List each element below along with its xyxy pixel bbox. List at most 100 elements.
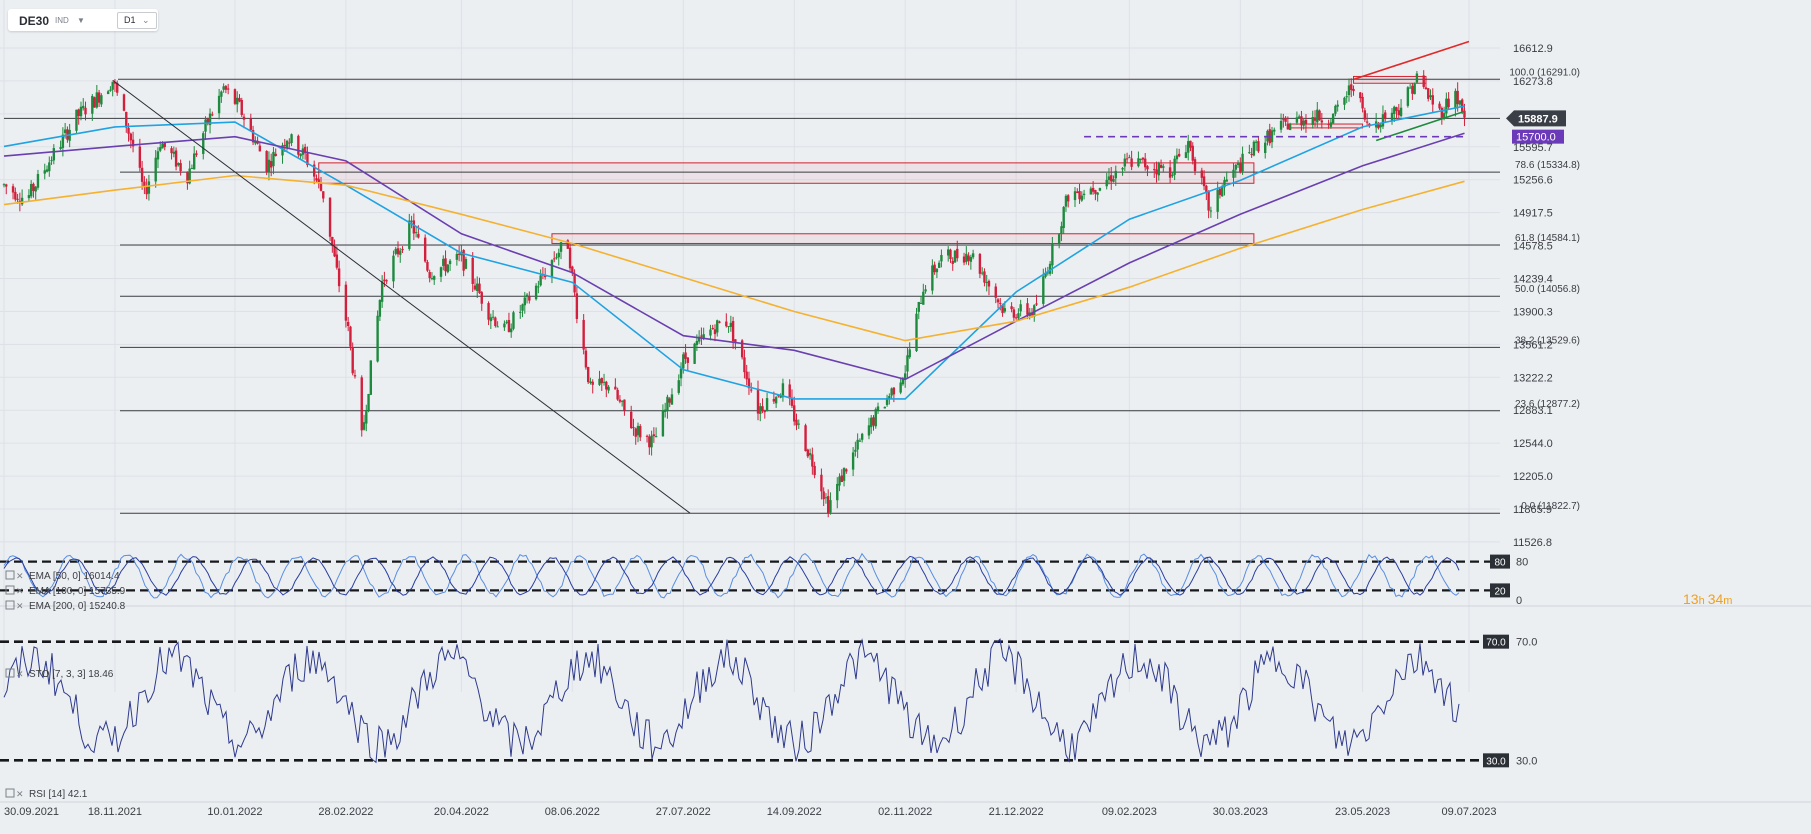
candle-body — [1352, 88, 1355, 92]
candle-body — [718, 321, 721, 323]
legend-label: EMA [100, 0] 15735.9 — [29, 586, 126, 597]
candle-body — [156, 151, 160, 160]
candle-body — [711, 328, 714, 330]
candle-body — [795, 419, 798, 426]
candle-body — [620, 400, 624, 402]
candle-body — [1168, 167, 1172, 178]
ema-line — [3, 105, 1465, 400]
candle-body — [980, 272, 984, 274]
candle-body — [43, 170, 46, 174]
candle-body — [1395, 107, 1398, 111]
date-tick-label: 27.07.2022 — [656, 806, 711, 818]
fib-label: 50.0 (14056.8) — [1515, 284, 1580, 295]
candle-body — [519, 311, 522, 313]
candle-body — [1130, 158, 1133, 167]
candle-body — [872, 417, 875, 426]
candle-body — [478, 283, 481, 294]
candle-body — [663, 409, 667, 413]
candle-body — [940, 254, 943, 262]
current-price-tag — [1506, 110, 1566, 127]
candle-body — [32, 183, 35, 191]
sto-level-label: 20 — [1494, 586, 1506, 597]
candle-body — [79, 106, 83, 117]
candle-body — [686, 357, 690, 363]
candle-body — [1300, 116, 1303, 126]
candle-body — [949, 249, 952, 260]
candle-body — [1343, 97, 1346, 105]
candle-body — [380, 281, 384, 302]
candle-body — [813, 465, 816, 476]
candle-body — [147, 181, 151, 194]
candle-body — [306, 153, 309, 166]
candle-body — [174, 150, 178, 167]
candle-body — [566, 240, 570, 249]
rsi-level-label: 30.0 — [1486, 756, 1506, 767]
candle-body — [951, 260, 954, 264]
fib-label: 78.6 (15334.8) — [1515, 160, 1580, 171]
candle-body — [1017, 313, 1020, 319]
candle-body — [412, 220, 416, 234]
candle-body — [525, 294, 529, 297]
date-tick-label: 09.02.2023 — [1102, 806, 1157, 818]
candle-body — [462, 250, 465, 271]
candle-body — [618, 399, 622, 402]
candle-body — [543, 275, 547, 278]
candle-body — [491, 316, 495, 318]
candle-body — [172, 151, 176, 154]
candle-body — [1177, 153, 1181, 157]
candle-body — [1461, 99, 1464, 112]
chevron-down-icon: ⌄ — [142, 15, 150, 25]
candle-body — [322, 191, 325, 199]
candle-body — [423, 237, 427, 262]
price-tick-label: 12883.1 — [1513, 405, 1553, 417]
candle-body — [29, 183, 33, 197]
candle-body — [319, 183, 323, 191]
settings-icon — [5, 585, 15, 595]
downtrend-line — [112, 79, 691, 514]
candle-body — [1406, 87, 1410, 106]
candle-body — [1089, 188, 1093, 195]
chevron-down-icon[interactable]: ▼ — [77, 16, 85, 25]
candle-body — [125, 111, 128, 128]
candle-body — [1422, 75, 1425, 87]
symbol-label[interactable]: DE30 — [19, 14, 50, 28]
date-tick-label: 14.09.2022 — [767, 806, 822, 818]
close-icon: ✕ — [16, 789, 24, 799]
candle-body — [550, 260, 554, 277]
candle-body — [804, 425, 807, 452]
candle-body — [1014, 317, 1018, 319]
candle-body — [740, 340, 744, 358]
price-tick-label: 16612.9 — [1513, 43, 1553, 55]
candle-body — [763, 411, 767, 413]
candle-body — [965, 253, 968, 262]
candle-body — [947, 249, 950, 256]
candle-body — [11, 186, 15, 193]
candle-body — [333, 246, 336, 257]
candle-body — [695, 340, 699, 345]
candle-body — [129, 133, 133, 141]
close-icon: ✕ — [16, 601, 24, 611]
candle-body — [743, 357, 746, 373]
candle-body — [346, 321, 350, 326]
candle-body — [91, 96, 94, 114]
candle-body — [1042, 276, 1045, 304]
candle-body — [716, 320, 719, 333]
candle-body — [1157, 163, 1160, 176]
candle-body — [1225, 179, 1228, 182]
candle-body — [265, 150, 268, 173]
candle-body — [457, 253, 461, 255]
candle-body — [756, 388, 760, 414]
price-tick-label: 14578.5 — [1513, 241, 1553, 253]
timeframe-select[interactable]: D1 ⌄ — [117, 12, 157, 29]
candle-body — [1440, 107, 1444, 118]
candle-body — [1270, 130, 1274, 143]
candle-body — [464, 258, 468, 269]
candle-body — [1239, 163, 1242, 172]
candle-body — [906, 355, 909, 372]
indicator-legend: ✕ EMA [50, 0] 16014.4 ✕ EMA [100, 0] 15735.… — [5, 570, 126, 800]
candle-body — [190, 167, 194, 169]
candle-body — [591, 381, 594, 385]
candle-body — [274, 153, 277, 156]
